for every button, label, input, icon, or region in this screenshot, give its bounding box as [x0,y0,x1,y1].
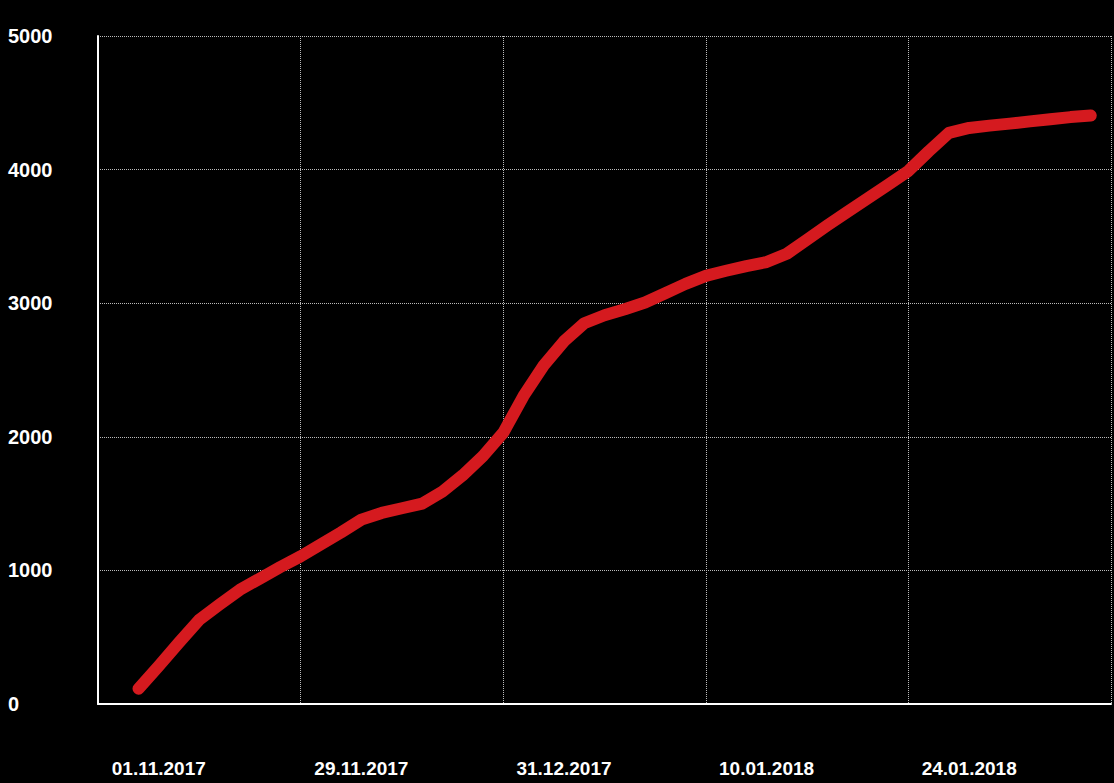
svg-text:0: 0 [8,693,19,715]
svg-text:1000: 1000 [8,559,53,581]
svg-text:4000: 4000 [8,159,53,181]
svg-text:2000: 2000 [8,426,53,448]
svg-text:3000: 3000 [8,292,53,314]
svg-text:29.11.2017: 29.11.2017 [314,758,408,779]
svg-text:01.11.2017: 01.11.2017 [112,758,206,779]
svg-text:24.01.2018: 24.01.2018 [922,758,1017,779]
svg-text:10.01.2018: 10.01.2018 [719,758,814,779]
svg-text:5000: 5000 [8,25,53,47]
svg-text:31.12.2017: 31.12.2017 [516,758,611,779]
